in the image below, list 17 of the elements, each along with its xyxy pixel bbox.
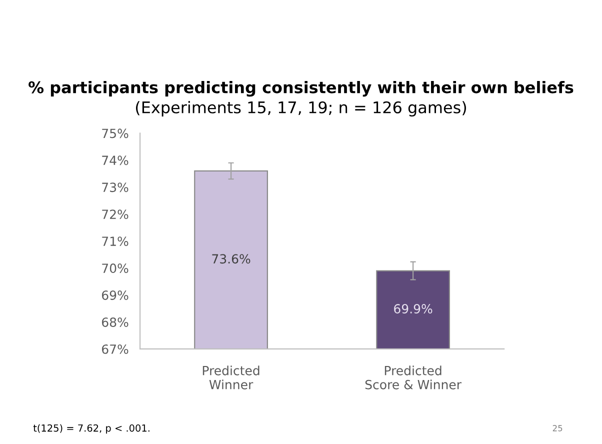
y-tick-label: 70% [102, 264, 128, 273]
data-label: 73.6% [212, 254, 250, 264]
y-tick-label: 73% [102, 182, 128, 192]
text: t(125) = 7.62, p < .001. [33, 424, 150, 434]
y-tick-label: 67% [102, 344, 128, 354]
y-tick-label: 72% [102, 210, 128, 220]
y-tick-label: 74% [102, 156, 128, 166]
y-tick-label: 69% [102, 290, 128, 300]
text: 25 [552, 425, 562, 432]
y-tick-label: 68% [102, 317, 128, 327]
chart-title: % participants predicting consistently with their own beliefs [28, 81, 574, 97]
y-tick-label: 75% [102, 128, 128, 138]
chart-subtitle: (Experiments 15, 17, 19; n = 126 games) [136, 101, 466, 117]
y-tick-label: 71% [102, 236, 128, 246]
x-tick-label: Predicted Score & Winner [365, 366, 462, 390]
x-tick-label: Predicted Winner [202, 366, 260, 390]
data-label: 69.9% [394, 304, 432, 314]
